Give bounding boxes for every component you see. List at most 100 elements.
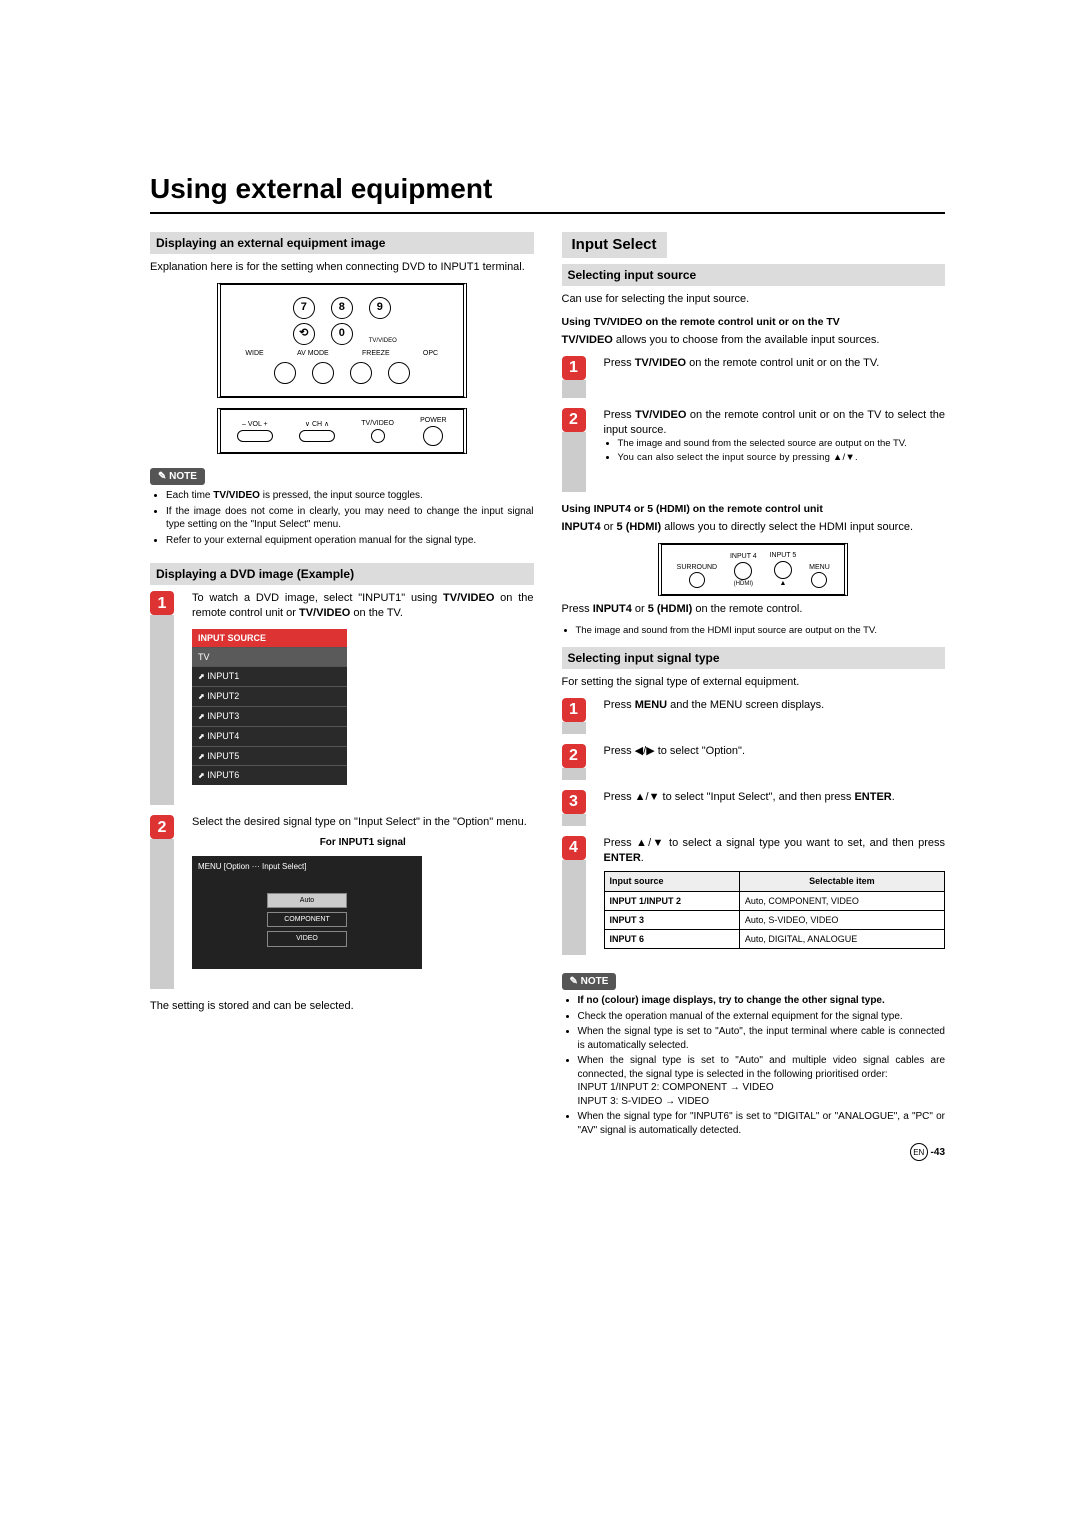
remote-label: AV MODE <box>297 349 329 358</box>
sstep-3: 3 Press ▲/▼ to select "Input Select", an… <box>562 790 946 826</box>
page-title: Using external equipment <box>150 170 945 214</box>
note-list: Each time TV/VIDEO is pressed, the input… <box>150 489 534 547</box>
sstep-1: 1 Press MENU and the MENU screen display… <box>562 698 946 734</box>
remote-btn <box>774 561 792 579</box>
remote-btn <box>388 362 410 384</box>
section-heading: Displaying a DVD image (Example) <box>150 563 534 585</box>
remote-btn <box>811 572 827 588</box>
osd-item: ⬈ INPUT6 <box>192 765 347 785</box>
text: The setting is stored and can be selecte… <box>150 999 534 1014</box>
note-item: Check the operation manual of the extern… <box>578 1010 946 1024</box>
remote-key-return: ⟲ <box>293 323 315 345</box>
note-item: If no (colour) image displays, try to ch… <box>578 994 946 1008</box>
remote-btn <box>734 562 752 580</box>
label: MENU <box>809 563 830 572</box>
td: Auto, COMPONENT, VIDEO <box>739 891 944 910</box>
remote-label: WIDE <box>245 349 263 358</box>
td: Auto, DIGITAL, ANALOGUE <box>739 929 944 948</box>
remote-key-0: 0 <box>331 323 353 345</box>
panel-button <box>423 426 443 446</box>
remote-btn <box>350 362 372 384</box>
note-item: Refer to your external equipment operati… <box>166 534 534 548</box>
menu-option: Auto <box>267 893 347 908</box>
note-item: Each time TV/VIDEO is pressed, the input… <box>166 489 534 503</box>
step-number: 4 <box>562 836 586 860</box>
sub-caption: For INPUT1 signal <box>192 836 534 850</box>
mini-remote-diagram: SURROUND INPUT 4(HDMI) INPUT 5▲ MENU <box>658 543 848 596</box>
osd-item: ⬈ INPUT5 <box>192 746 347 766</box>
sub-item: The image and sound from the selected so… <box>618 438 946 451</box>
menu-option: VIDEO <box>267 931 347 946</box>
label: INPUT 4 <box>730 552 757 561</box>
text: INPUT4 or 5 (HDMI) allows you to directl… <box>562 520 946 535</box>
step-number: 3 <box>562 790 586 814</box>
text: Press INPUT4 or 5 (HDMI) on the remote c… <box>562 602 946 617</box>
sub-item: The image and sound from the HDMI input … <box>576 625 946 638</box>
step-number: 2 <box>562 744 586 768</box>
menu-screenshot: MENU [Option ··· Input Select] Auto COMP… <box>192 856 422 969</box>
remote-key-8: 8 <box>331 297 353 319</box>
sstep-2: 2 Press ◀/▶ to select "Option". <box>562 744 946 780</box>
menu-breadcrumb: MENU [Option ··· Input Select] <box>198 862 416 873</box>
step-text: Press ▲/▼ to select a signal type you wa… <box>604 837 946 864</box>
panel-label: ∨ CH ∧ <box>299 420 335 429</box>
step-text: Press TV/VIDEO on the remote control uni… <box>604 409 945 436</box>
right-column: Input Select Selecting input source Can … <box>562 232 946 1162</box>
step-1: 1 To watch a DVD image, select "INPUT1" … <box>150 591 534 805</box>
step-number: 1 <box>562 698 586 722</box>
td: Auto, S-VIDEO, VIDEO <box>739 910 944 929</box>
label: (HDMI) <box>730 580 757 588</box>
intro-text: Explanation here is for the setting when… <box>150 260 534 275</box>
text: Can use for selecting the input source. <box>562 292 946 307</box>
topic-heading: Input Select <box>562 232 667 258</box>
step-2: 2 Select the desired signal type on "Inp… <box>150 815 534 989</box>
note-badge: NOTE <box>562 973 617 991</box>
step-text: To watch a DVD image, select "INPUT1" us… <box>192 592 534 619</box>
step-text: Press ▲/▼ to select "Input Select", and … <box>604 790 946 826</box>
menu-option: COMPONENT <box>267 912 347 927</box>
remote-btn <box>312 362 334 384</box>
step-text: Press MENU and the MENU screen displays. <box>604 698 946 734</box>
note-item: If the image does not come in clearly, y… <box>166 505 534 532</box>
text: TV/VIDEO allows you to choose from the a… <box>562 333 946 348</box>
remote-btn <box>274 362 296 384</box>
panel-label: TV/VIDEO <box>361 419 394 428</box>
section-heading: Selecting input source <box>562 264 946 286</box>
td: INPUT 1/INPUT 2 <box>604 891 739 910</box>
th: Selectable item <box>739 872 944 891</box>
sub-heading: Using INPUT4 or 5 (HDMI) on the remote c… <box>562 502 946 516</box>
remote-label: OPC <box>423 349 438 358</box>
remote-label-tvvideo: TV/VIDEO <box>369 337 391 345</box>
step-text: Select the desired signal type on "Input… <box>192 816 527 828</box>
panel-button <box>237 430 273 442</box>
osd-item: ⬈ INPUT1 <box>192 666 347 686</box>
remote-label: FREEZE <box>362 349 390 358</box>
remote-diagram: 7 8 9 ⟲ 0 TV/VIDEO WIDE AV MODE FREEZE O… <box>217 283 467 398</box>
remote-key-7: 7 <box>293 297 315 319</box>
rstep-2: 2 Press TV/VIDEO on the remote control u… <box>562 408 946 492</box>
label: INPUT 5 <box>770 551 797 560</box>
td: INPUT 6 <box>604 929 739 948</box>
osd-item: TV <box>192 647 347 666</box>
note-item: When the signal type is set to "Auto" an… <box>578 1054 946 1108</box>
note-item: When the signal type for "INPUT6" is set… <box>578 1110 946 1137</box>
panel-label: POWER <box>420 416 446 425</box>
sub-item: You can also select the input source by … <box>618 452 946 465</box>
panel-button <box>371 429 385 443</box>
step-number: 2 <box>150 815 174 839</box>
osd-menu: INPUT SOURCE TV ⬈ INPUT1 ⬈ INPUT2 ⬈ INPU… <box>192 629 347 785</box>
signal-table: Input sourceSelectable item INPUT 1/INPU… <box>604 871 946 949</box>
remote-btn <box>689 572 705 588</box>
note-list: If no (colour) image displays, try to ch… <box>562 994 946 1137</box>
remote-key-9: 9 <box>369 297 391 319</box>
tv-panel-diagram: – VOL + ∨ CH ∧ TV/VIDEO POWER <box>217 408 467 453</box>
step-rail <box>562 380 586 398</box>
step-number: 1 <box>150 591 174 615</box>
label: SURROUND <box>677 563 717 572</box>
left-column: Displaying an external equipment image E… <box>150 232 534 1162</box>
step-text: Press TV/VIDEO on the remote control uni… <box>604 356 946 398</box>
td: INPUT 3 <box>604 910 739 929</box>
osd-item: ⬈ INPUT4 <box>192 726 347 746</box>
step-rail <box>150 839 174 989</box>
sstep-4: 4 Press ▲/▼ to select a signal type you … <box>562 836 946 955</box>
